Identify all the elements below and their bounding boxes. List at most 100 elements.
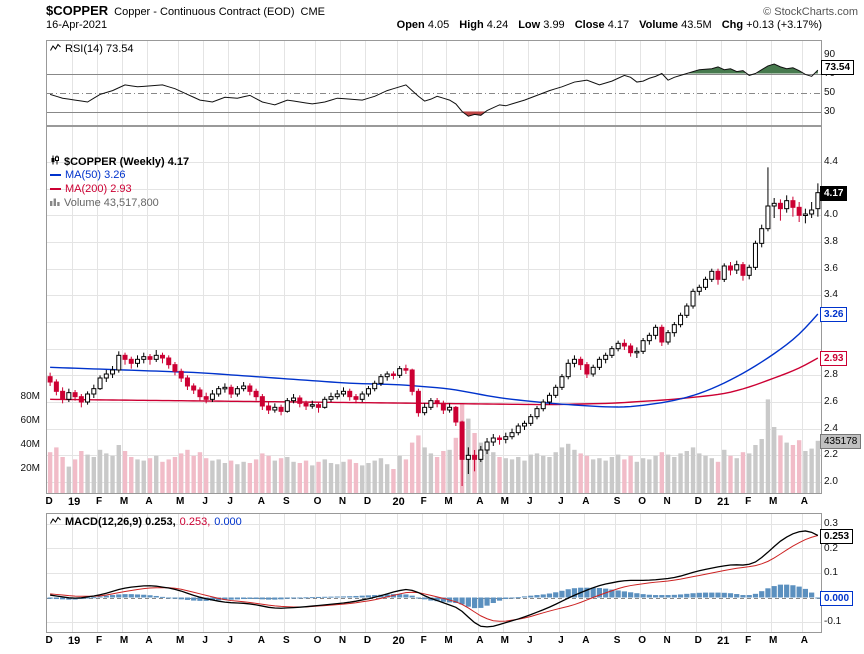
- month-label-main: J: [227, 496, 233, 507]
- quote-close: Close 4.17: [575, 19, 629, 31]
- stockcharts-link[interactable]: © StockCharts.com: [763, 6, 858, 18]
- quote-label: High: [459, 19, 484, 31]
- macd-axis-label: -0.1: [824, 616, 842, 627]
- volume-axis-label: 20M: [20, 463, 40, 474]
- month-label-main: N: [338, 496, 347, 507]
- month-label-macd: J: [526, 635, 533, 646]
- month-label-macd: J: [227, 635, 233, 646]
- macd-legend-row: MACD(12,26,9) 0.253, 0.253, 0.000: [50, 516, 242, 528]
- rsi-legend-row: RSI(14) 73.54: [50, 43, 133, 55]
- quote-label: Open: [396, 19, 425, 31]
- month-label-macd: J: [558, 635, 564, 646]
- volume-axis-label: 60M: [20, 415, 40, 426]
- price-axis-label: 3.4: [824, 289, 838, 301]
- ma200-legend-row: MA(200) 2.93: [50, 183, 132, 195]
- ma50-line-icon: [50, 174, 61, 176]
- volume-legend-label: Volume 43,517,800: [64, 197, 159, 209]
- macd-axis-label: 0.1: [824, 567, 838, 578]
- month-label-macd: O: [313, 635, 322, 646]
- month-label-main: O: [313, 496, 322, 507]
- year-label-main: 19: [67, 496, 81, 508]
- ma50-value-box: 3.26: [820, 307, 848, 322]
- month-label-main: M: [119, 496, 129, 507]
- month-label-macd: M: [119, 635, 129, 646]
- month-label-main: J: [526, 496, 533, 507]
- month-label-macd: J: [202, 635, 208, 646]
- chart-date: 16-Apr-2021: [46, 19, 108, 31]
- year-label-macd: 20: [392, 635, 405, 647]
- ma200-legend-label: MA(200) 2.93: [65, 183, 132, 195]
- volume-icon: [50, 197, 60, 209]
- quote-high: High 4.24: [459, 19, 508, 31]
- price-axis-label: 2.6: [824, 396, 838, 407]
- month-label-macd: A: [145, 635, 153, 646]
- month-label-main: O: [638, 496, 646, 507]
- month-label-macd: D: [694, 635, 702, 646]
- price-axis-label: 2.2: [824, 449, 838, 461]
- year-label-macd: 19: [67, 635, 81, 647]
- price-axis-label: 4.4: [824, 156, 838, 167]
- last-price-box: 4.17: [820, 185, 848, 201]
- month-label-macd: A: [257, 635, 265, 646]
- month-label-macd: F: [745, 635, 752, 646]
- macd-panel: MACD(12,26,9) 0.253, 0.253, 0.000: [46, 513, 822, 633]
- price-axis-label: 2.4: [824, 422, 838, 434]
- month-label-main: D: [45, 496, 53, 507]
- symbol: $COPPER: [46, 3, 109, 18]
- month-label-macd: A: [476, 635, 484, 646]
- quote-label: Low: [518, 19, 541, 31]
- price-axis-label: 4.0: [824, 209, 838, 221]
- quote-value: 4.24: [486, 19, 509, 31]
- price-axis-label: 3.6: [824, 262, 838, 274]
- year-label-main: 21: [717, 496, 730, 508]
- month-label-main: J: [202, 496, 208, 507]
- year-label-macd: 21: [717, 635, 730, 647]
- month-label-main: J: [558, 496, 564, 507]
- exchange-label: CME: [300, 6, 325, 18]
- price-panel: $COPPER (Weekly) 4.17 MA(50) 3.26 MA(200…: [46, 126, 822, 494]
- quote-value: 4.17: [607, 19, 630, 31]
- quote-label: Chg: [721, 19, 744, 31]
- price-axis-label: 3.8: [824, 236, 838, 247]
- rsi-indicator-icon: [50, 43, 61, 55]
- month-label-main: A: [582, 496, 590, 507]
- symbol-legend-row: $COPPER (Weekly) 4.17: [50, 155, 189, 168]
- volume-legend-row: Volume 43,517,800: [50, 197, 159, 209]
- macd-hist-legend-label: 0.000: [214, 516, 242, 528]
- year-label-main: 20: [392, 496, 405, 508]
- month-label-macd: M: [769, 635, 778, 646]
- month-label-main: M: [444, 496, 453, 507]
- month-label-macd: M: [176, 635, 185, 646]
- macd-axis-label: 0.3: [824, 518, 838, 529]
- price-chart-canvas: [47, 127, 821, 493]
- month-label-main: A: [800, 496, 808, 507]
- month-label-main: D: [363, 496, 372, 507]
- ohlc-quote: Open 4.05 High 4.24 Low 3.99 Close 4.17 …: [387, 19, 822, 31]
- month-label-macd: N: [663, 635, 671, 646]
- month-label-main: S: [282, 496, 290, 507]
- month-label-main: M: [176, 496, 185, 507]
- price-axis-label: 2.0: [824, 476, 838, 487]
- month-label-macd: N: [338, 635, 347, 646]
- rsi-axis-label: 30: [824, 105, 836, 117]
- month-label-main: A: [476, 496, 484, 507]
- month-label-main: M: [500, 496, 509, 507]
- month-label-macd: D: [363, 635, 372, 646]
- macd-indicator-icon: [50, 516, 61, 528]
- chart-header: $COPPER Copper - Continuous Contract (EO…: [46, 3, 858, 18]
- volume-axis-label: 40M: [20, 439, 40, 450]
- macd-hist-value-box: 0.000: [820, 590, 854, 606]
- quote-open: Open 4.05: [397, 19, 450, 31]
- month-label-main: D: [694, 496, 702, 507]
- price-axis-label: 2.8: [824, 369, 838, 381]
- rsi-axis-label: 90: [824, 48, 836, 60]
- month-label-macd: S: [613, 635, 621, 646]
- quote-label: Volume: [639, 19, 679, 31]
- month-label-macd: S: [282, 635, 290, 646]
- candlestick-icon: [50, 155, 60, 168]
- quote-value: 4.05: [427, 19, 450, 31]
- month-label-macd: F: [420, 635, 427, 646]
- quote-label: Close: [574, 19, 605, 31]
- symbol-legend-label: $COPPER (Weekly) 4.17: [64, 155, 190, 168]
